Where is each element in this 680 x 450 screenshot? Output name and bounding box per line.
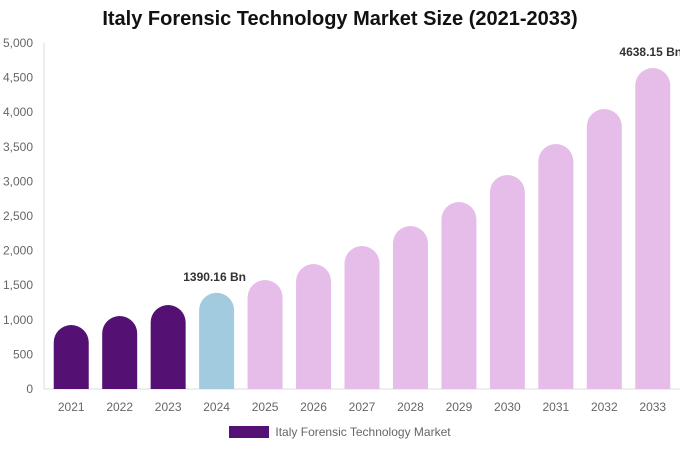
x-tick-label: 2023 xyxy=(155,400,182,414)
chart-title: Italy Forensic Technology Market Size (2… xyxy=(102,8,578,30)
bar-2022 xyxy=(102,315,138,389)
y-tick-label: 4,000 xyxy=(3,105,33,119)
y-tick-label: 1,500 xyxy=(3,278,33,292)
bar-2031 xyxy=(538,144,574,389)
x-tick-label: 2021 xyxy=(58,400,85,414)
x-tick-label: 2028 xyxy=(397,400,424,414)
x-tick-label: 2030 xyxy=(494,400,521,414)
x-tick-label: 2032 xyxy=(591,400,618,414)
bar-2030 xyxy=(489,175,525,389)
x-tick-label: 2025 xyxy=(252,400,279,414)
bar-2027 xyxy=(344,246,380,389)
y-tick-label: 2,000 xyxy=(3,244,33,258)
y-tick-label: 2,500 xyxy=(3,209,33,223)
x-tick-label: 2027 xyxy=(349,400,376,414)
data-label: 1390.16 Bn xyxy=(183,270,246,284)
y-tick-label: 3,000 xyxy=(3,174,33,188)
legend-swatch xyxy=(229,426,270,438)
x-tick-label: 2024 xyxy=(203,400,230,414)
bar-2021 xyxy=(53,324,89,389)
bar-2028 xyxy=(392,226,428,389)
bar-2024 xyxy=(199,292,235,389)
x-tick-label: 2022 xyxy=(106,400,133,414)
x-tick-label: 2033 xyxy=(639,400,666,414)
x-tick-label: 2029 xyxy=(446,400,473,414)
y-tick-label: 5,000 xyxy=(3,36,33,50)
y-tick-label: 500 xyxy=(13,347,33,361)
bar-2029 xyxy=(441,202,477,389)
bar-2033 xyxy=(635,68,671,389)
bar-2025 xyxy=(247,280,283,389)
y-tick-label: 3,500 xyxy=(3,140,33,154)
legend-label: Italy Forensic Technology Market xyxy=(275,425,451,439)
bar-2026 xyxy=(296,264,332,389)
y-tick-label: 1,000 xyxy=(3,313,33,327)
bar-2032 xyxy=(586,109,622,390)
legend: Italy Forensic Technology Market xyxy=(0,425,680,439)
y-tick-label: 0 xyxy=(26,382,33,396)
bar-2023 xyxy=(150,304,186,389)
data-label: 4638.15 Bn xyxy=(619,45,680,59)
x-tick-label: 2026 xyxy=(300,400,327,414)
x-tick-label: 2031 xyxy=(542,400,569,414)
y-tick-label: 4,500 xyxy=(3,71,33,85)
